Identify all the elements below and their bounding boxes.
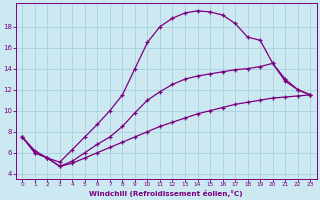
X-axis label: Windchill (Refroidissement éolien,°C): Windchill (Refroidissement éolien,°C): [89, 190, 243, 197]
